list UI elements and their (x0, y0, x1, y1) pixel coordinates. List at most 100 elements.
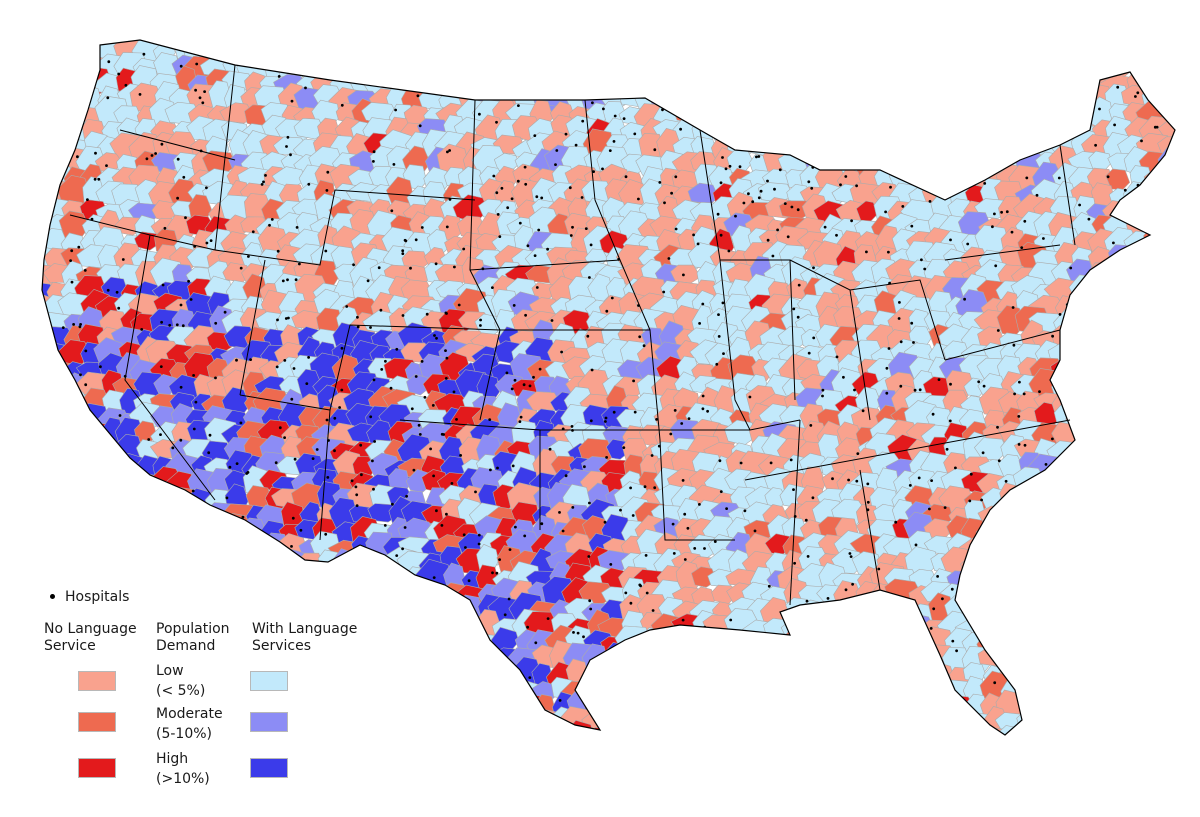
hospital-dot (595, 58, 599, 62)
swatch-no-service-moderate (78, 712, 116, 732)
service-area-cell (904, 103, 935, 130)
service-area-cell (962, 40, 988, 64)
hospital-dot (356, 315, 359, 319)
service-area-cell (77, 466, 107, 499)
hospital-dot (642, 692, 646, 695)
hospital-dot (373, 440, 376, 443)
hospital-dot (327, 439, 330, 442)
hospital-dot (1042, 237, 1045, 240)
hospital-dot (445, 91, 448, 95)
hospital-dot (70, 249, 74, 253)
hospital-dot (333, 449, 336, 453)
service-area-cell (1122, 40, 1150, 52)
service-area-cell (1034, 72, 1066, 95)
service-area-cell (834, 600, 862, 622)
hospital-dot (850, 219, 853, 223)
hospital-dot (70, 280, 74, 284)
service-area-cell (706, 698, 741, 718)
hospital-dot (203, 577, 207, 581)
hospital-dot (719, 233, 723, 237)
hospital-dot (696, 242, 700, 246)
service-area-cell (403, 596, 431, 627)
hospital-dot (954, 466, 957, 470)
service-area-cell (1156, 473, 1175, 493)
service-area-cell (706, 651, 745, 673)
service-area-cell (667, 657, 704, 689)
service-area-cell (1159, 211, 1175, 238)
service-area-cell (908, 655, 932, 691)
service-area-cell (433, 730, 472, 735)
service-area-cell (62, 473, 95, 495)
hospital-dot (228, 465, 232, 469)
service-area-cell (995, 647, 1034, 674)
hospital-dot (910, 321, 914, 325)
service-area-cell (707, 63, 743, 97)
hospital-dot (951, 639, 955, 643)
service-area-cell (910, 40, 936, 52)
hospital-dot (1140, 139, 1143, 143)
hospital-dot (489, 468, 492, 472)
service-area-cell (980, 119, 1005, 142)
hospital-dot (932, 607, 936, 611)
hospital-dot (980, 498, 983, 502)
hospital-dot (338, 406, 341, 409)
service-area-cell (942, 52, 976, 81)
service-area-cell (873, 53, 900, 75)
hospital-dot (1102, 325, 1105, 329)
service-area-cell (904, 79, 934, 113)
service-area-cell (1140, 422, 1167, 449)
service-area-cell (973, 40, 1012, 51)
hospital-dot (903, 721, 906, 725)
hospital-dot (1040, 619, 1043, 623)
hospital-dot (477, 533, 481, 537)
hospital-dot (738, 165, 742, 169)
hospital-dot (632, 379, 635, 383)
hospital-dot (401, 547, 404, 551)
service-area-cell (1090, 40, 1118, 49)
hospital-dot (641, 83, 644, 87)
hospital-dot (1107, 377, 1111, 381)
hospital-dot (1023, 443, 1027, 447)
hospital-dot (179, 385, 183, 389)
hospital-dot (417, 423, 421, 427)
hospital-dot (589, 243, 593, 247)
hospital-dot (610, 670, 614, 673)
hospital-dot (1018, 589, 1022, 593)
hospital-dot (110, 537, 114, 540)
service-area-cell (616, 687, 648, 722)
service-area-cell (415, 600, 451, 623)
service-area-cell (44, 545, 72, 577)
hospital-dot (162, 524, 166, 527)
hospital-dot (666, 74, 670, 78)
hospital-dot (734, 214, 737, 218)
hospital-dot (601, 676, 604, 680)
hospital-dot (642, 344, 646, 348)
service-area-cell (1050, 89, 1081, 114)
hospital-dot (496, 213, 500, 216)
service-area-cell (765, 635, 790, 657)
hospital-dot (580, 196, 584, 199)
hospital-dot (510, 387, 514, 391)
hospital-dot (93, 177, 97, 181)
service-area-cell (910, 40, 937, 69)
service-area-cell (42, 87, 72, 110)
hospital-dot (262, 180, 265, 184)
service-area-cell (46, 40, 73, 62)
service-area-cell (763, 100, 797, 132)
hospital-dot (1054, 601, 1058, 605)
service-area-cell (1014, 626, 1050, 656)
hospital-dot (897, 317, 901, 320)
hospital-dot-icon (50, 593, 55, 599)
service-area-cell (1159, 386, 1175, 418)
hospital-dot (970, 49, 974, 52)
service-area-cell (855, 117, 881, 151)
service-area-cell (658, 711, 683, 732)
hospital-dot (982, 384, 986, 388)
service-area-cell (965, 56, 991, 84)
hospital-dot (241, 515, 245, 519)
service-area-cell (1105, 629, 1136, 655)
hospital-dot (668, 95, 671, 98)
service-area-cell (849, 715, 886, 735)
service-area-cell (1064, 662, 1098, 691)
hospital-dot (432, 604, 436, 608)
